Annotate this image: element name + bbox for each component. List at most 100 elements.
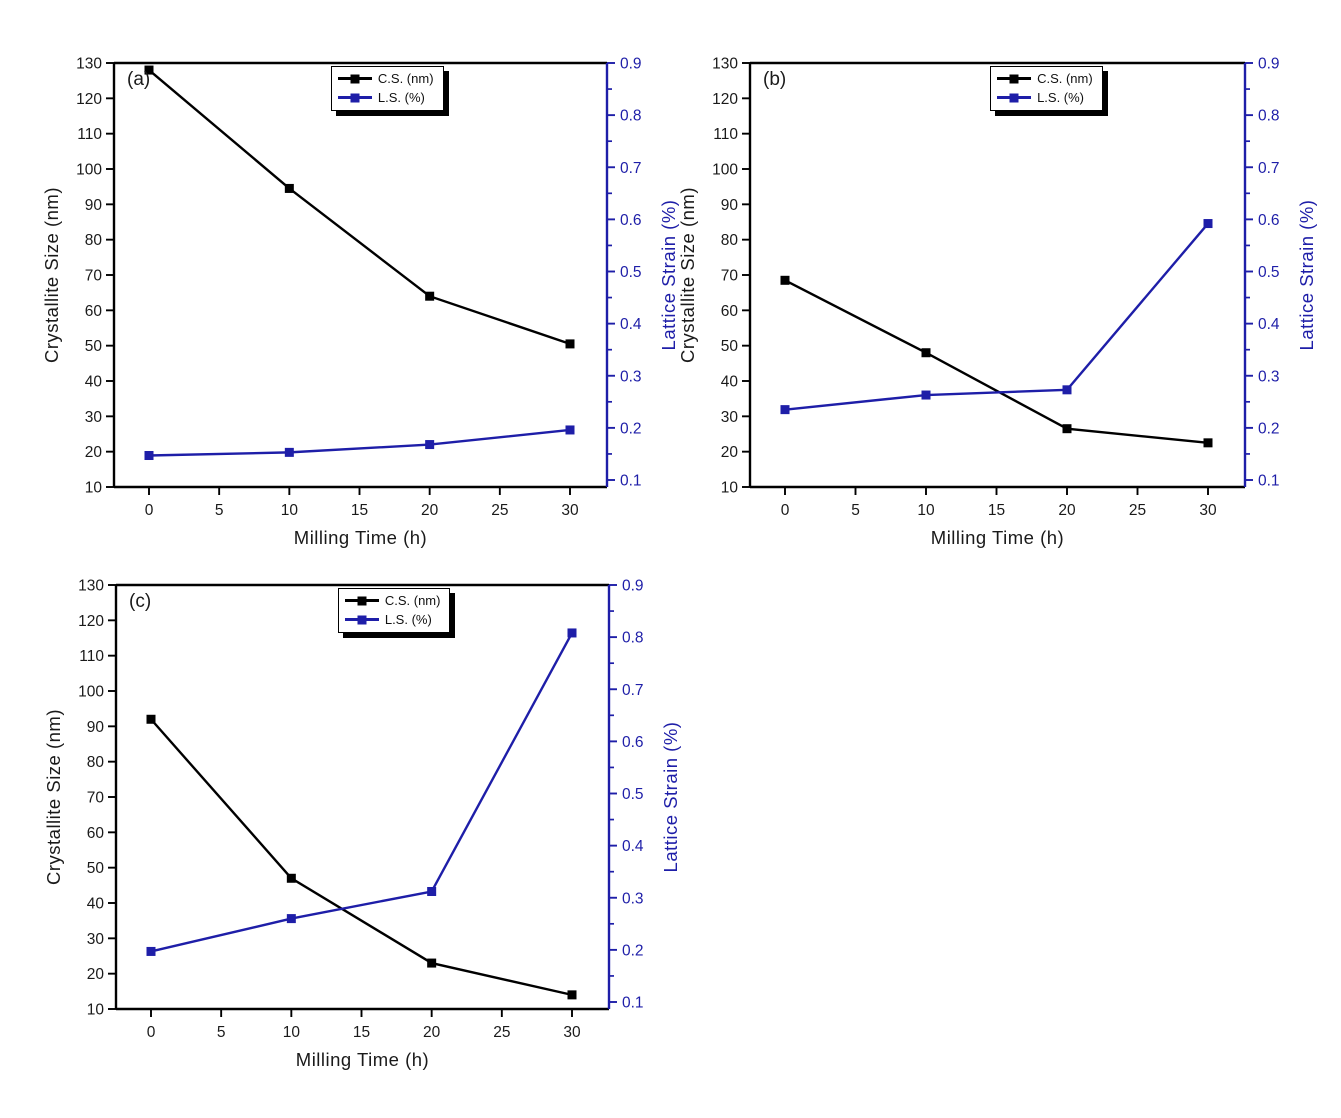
y-left-tick-label: 20 bbox=[721, 444, 739, 461]
chart-panel-c: 10 20 30 40 50 60 70 80 90 100 110 120 130 0.1 0.2 0.3 0… bbox=[15, 560, 681, 1118]
plot-area-c: 1020304050607080901001101201300.10.20.30… bbox=[78, 578, 644, 1042]
y-right-tick-label: 0.7 bbox=[620, 160, 642, 177]
legend-marker-ls-icon bbox=[344, 615, 379, 624]
x-axis-title-a: Milling Time (h) bbox=[293, 527, 428, 548]
x-tick-label: 15 bbox=[988, 502, 1005, 519]
data-point-cs bbox=[780, 275, 790, 285]
x-tick-label: 25 bbox=[1129, 502, 1146, 519]
data-point-cs bbox=[146, 714, 156, 724]
chart-panel-a: 10 20 30 40 50 60 70 80 90 100 110 120 130 0.1 0.2 0.3 0… bbox=[15, 5, 679, 565]
y-left-tick-label: 50 bbox=[87, 860, 105, 877]
y-right-tick-label: 0.1 bbox=[622, 995, 644, 1012]
data-point-cs bbox=[1203, 438, 1213, 448]
y-right-tick-label: 0.9 bbox=[1258, 56, 1280, 73]
data-point-cs bbox=[284, 183, 294, 193]
y-left-tick-label: 120 bbox=[76, 91, 102, 108]
x-tick-label: 0 bbox=[147, 1024, 156, 1041]
legend-b: C.S. (nm) L.S. (%) bbox=[990, 66, 1103, 111]
y-left-tick-label: 90 bbox=[721, 197, 739, 214]
y-left-tick-label: 40 bbox=[721, 374, 739, 391]
y-left-tick-label: 100 bbox=[78, 684, 104, 701]
y-right-tick-label: 0.1 bbox=[1258, 473, 1280, 490]
legend-label-ls: L.S. (%) bbox=[384, 612, 432, 627]
data-point-ls bbox=[1203, 219, 1213, 229]
y-right-tick-label: 0.2 bbox=[1258, 420, 1280, 437]
x-tick-label: 25 bbox=[491, 502, 508, 519]
y-left-tick-label: 70 bbox=[85, 268, 103, 285]
y-axis-title-left-b: Crystallite Size (nm) bbox=[677, 187, 698, 363]
x-tick-label: 5 bbox=[215, 502, 224, 519]
y-right-tick-label: 0.9 bbox=[622, 578, 644, 595]
series-line-ls bbox=[148, 428, 571, 457]
y-right-tick-label: 0.5 bbox=[1258, 264, 1280, 281]
x-tick-label: 0 bbox=[781, 502, 790, 519]
data-point-ls bbox=[921, 390, 931, 400]
series-line-ls bbox=[150, 632, 574, 953]
y-left-tick-label: 70 bbox=[87, 790, 105, 807]
y-right-tick-label: 0.8 bbox=[620, 108, 642, 125]
data-point-cs bbox=[425, 291, 435, 301]
y-left-tick-label: 10 bbox=[721, 480, 739, 497]
y-axis-title-right-c: Lattice Strain (%) bbox=[660, 721, 681, 873]
y-right-tick-label: 0.4 bbox=[622, 838, 644, 855]
y-axis-title-left-c: Crystallite Size (nm) bbox=[43, 709, 64, 885]
y-left-tick-label: 40 bbox=[85, 374, 103, 391]
y-left-tick-label: 60 bbox=[87, 825, 105, 842]
y-right-tick-label: 0.4 bbox=[620, 316, 642, 333]
legend-marker-ls-icon bbox=[997, 93, 1032, 102]
y-left-tick-label: 110 bbox=[77, 126, 102, 143]
legend-entry-cs: C.S. (nm) bbox=[337, 70, 434, 87]
data-point-cs bbox=[1062, 424, 1072, 434]
data-point-ls bbox=[1062, 385, 1072, 395]
y-left-tick-label: 10 bbox=[85, 480, 103, 497]
y-right-tick-label: 0.2 bbox=[620, 420, 642, 437]
y-left-tick-label: 30 bbox=[721, 409, 739, 426]
y-left-tick-label: 80 bbox=[85, 232, 103, 249]
y-left-tick-label: 130 bbox=[76, 56, 102, 73]
data-point-ls bbox=[144, 451, 154, 461]
y-axis-title-left-a: Crystallite Size (nm) bbox=[41, 187, 62, 363]
plot-area-a: 1020304050607080901001101201300.10.20.30… bbox=[76, 56, 642, 520]
legend-label-cs: C.S. (nm) bbox=[1037, 71, 1093, 86]
y-left-tick-label: 70 bbox=[721, 268, 739, 285]
y-right-tick-label: 0.6 bbox=[1258, 212, 1280, 229]
y-right-tick-label: 0.6 bbox=[622, 734, 644, 751]
y-left-tick-label: 110 bbox=[79, 648, 104, 665]
y-left-tick-label: 60 bbox=[721, 303, 739, 320]
legend-label-cs: C.S. (nm) bbox=[377, 71, 434, 86]
legend-label-ls: L.S. (%) bbox=[377, 90, 425, 105]
legend-marker-ls-icon bbox=[337, 93, 372, 102]
y-left-tick-label: 80 bbox=[87, 754, 105, 771]
y-left-tick-label: 20 bbox=[85, 444, 103, 461]
data-point-ls bbox=[284, 447, 294, 457]
series-line-ls bbox=[784, 222, 1209, 411]
x-tick-label: 30 bbox=[561, 502, 579, 519]
legend-a: C.S. (nm) L.S. (%) bbox=[330, 66, 444, 111]
x-tick-label: 10 bbox=[917, 502, 935, 519]
y-left-tick-label: 100 bbox=[76, 162, 102, 179]
y-left-tick-label: 50 bbox=[85, 338, 103, 355]
y-left-tick-label: 30 bbox=[85, 409, 103, 426]
x-tick-label: 20 bbox=[421, 502, 439, 519]
x-tick-label: 10 bbox=[281, 502, 299, 519]
data-point-cs bbox=[286, 873, 296, 883]
data-point-ls bbox=[780, 405, 790, 415]
x-tick-label: 15 bbox=[351, 502, 368, 519]
y-right-tick-label: 0.1 bbox=[620, 473, 642, 490]
panel-label-c: (c) bbox=[129, 591, 152, 612]
y-right-tick-label: 0.7 bbox=[1258, 160, 1280, 177]
x-tick-label: 15 bbox=[353, 1024, 370, 1041]
legend-label-cs: C.S. (nm) bbox=[384, 593, 441, 608]
y-left-tick-label: 50 bbox=[721, 338, 739, 355]
x-axis-title-b: Milling Time (h) bbox=[930, 527, 1065, 548]
y-right-tick-label: 0.7 bbox=[622, 682, 644, 699]
data-point-cs bbox=[567, 990, 577, 1000]
legend-marker-cs-icon bbox=[344, 596, 379, 605]
legend-marker-cs-icon bbox=[337, 74, 372, 83]
legend-entry-cs: C.S. (nm) bbox=[344, 592, 441, 609]
legend-entry-ls: L.S. (%) bbox=[997, 89, 1093, 106]
y-left-tick-label: 90 bbox=[87, 719, 105, 736]
y-right-tick-label: 0.8 bbox=[622, 630, 644, 647]
y-right-tick-label: 0.3 bbox=[620, 368, 642, 385]
